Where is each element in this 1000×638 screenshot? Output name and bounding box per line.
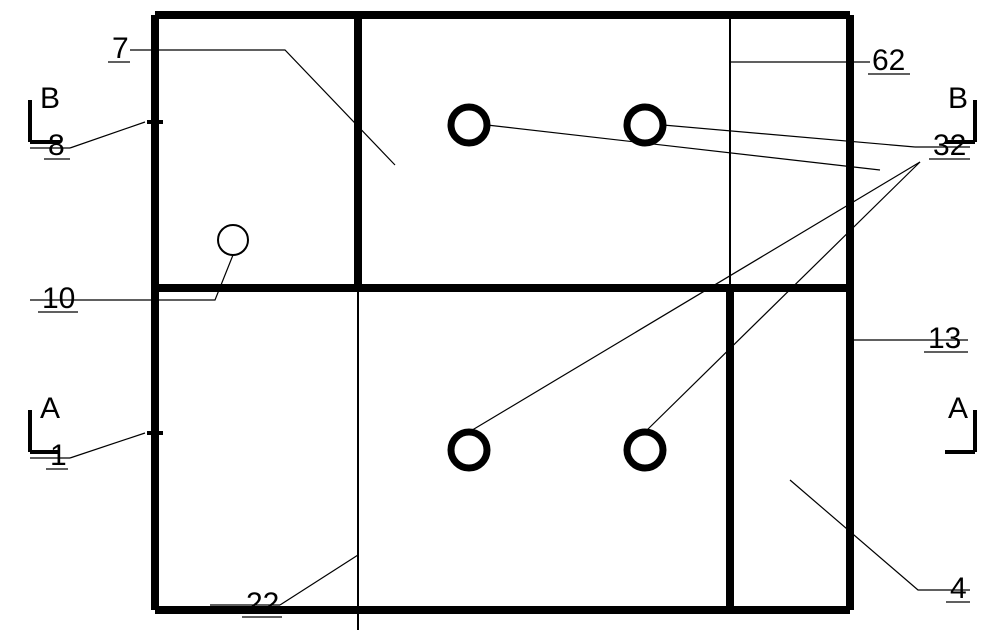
circle-32-b [627, 107, 663, 143]
label-8: 8 [48, 129, 65, 162]
label-13: 13 [928, 322, 961, 355]
label-7: 7 [112, 32, 129, 65]
leader-32-c [645, 162, 920, 432]
label-62: 62 [872, 44, 905, 77]
label-4: 4 [950, 572, 967, 605]
circle-32-d [627, 432, 663, 468]
label-22: 22 [246, 587, 279, 620]
label-10: 10 [42, 282, 75, 315]
leader-22 [280, 555, 358, 605]
leader-1-a [70, 433, 145, 458]
leader-32-b [487, 125, 880, 170]
leader-8-a [70, 122, 145, 148]
label-A-right: A [948, 392, 968, 425]
circle-10 [218, 225, 248, 255]
label-B-left: B [40, 82, 60, 115]
circle-32-c [451, 432, 487, 468]
label-B-right: B [948, 82, 968, 115]
leader-32-a [663, 125, 915, 147]
label-1: 1 [50, 439, 67, 472]
circle-32-a [451, 107, 487, 143]
label-32: 32 [933, 129, 966, 162]
engineering-diagram: 7 B B 8 62 32 10 13 A A 1 22 4 [0, 0, 1000, 638]
label-A-left: A [40, 392, 60, 425]
leader-4 [790, 480, 970, 590]
